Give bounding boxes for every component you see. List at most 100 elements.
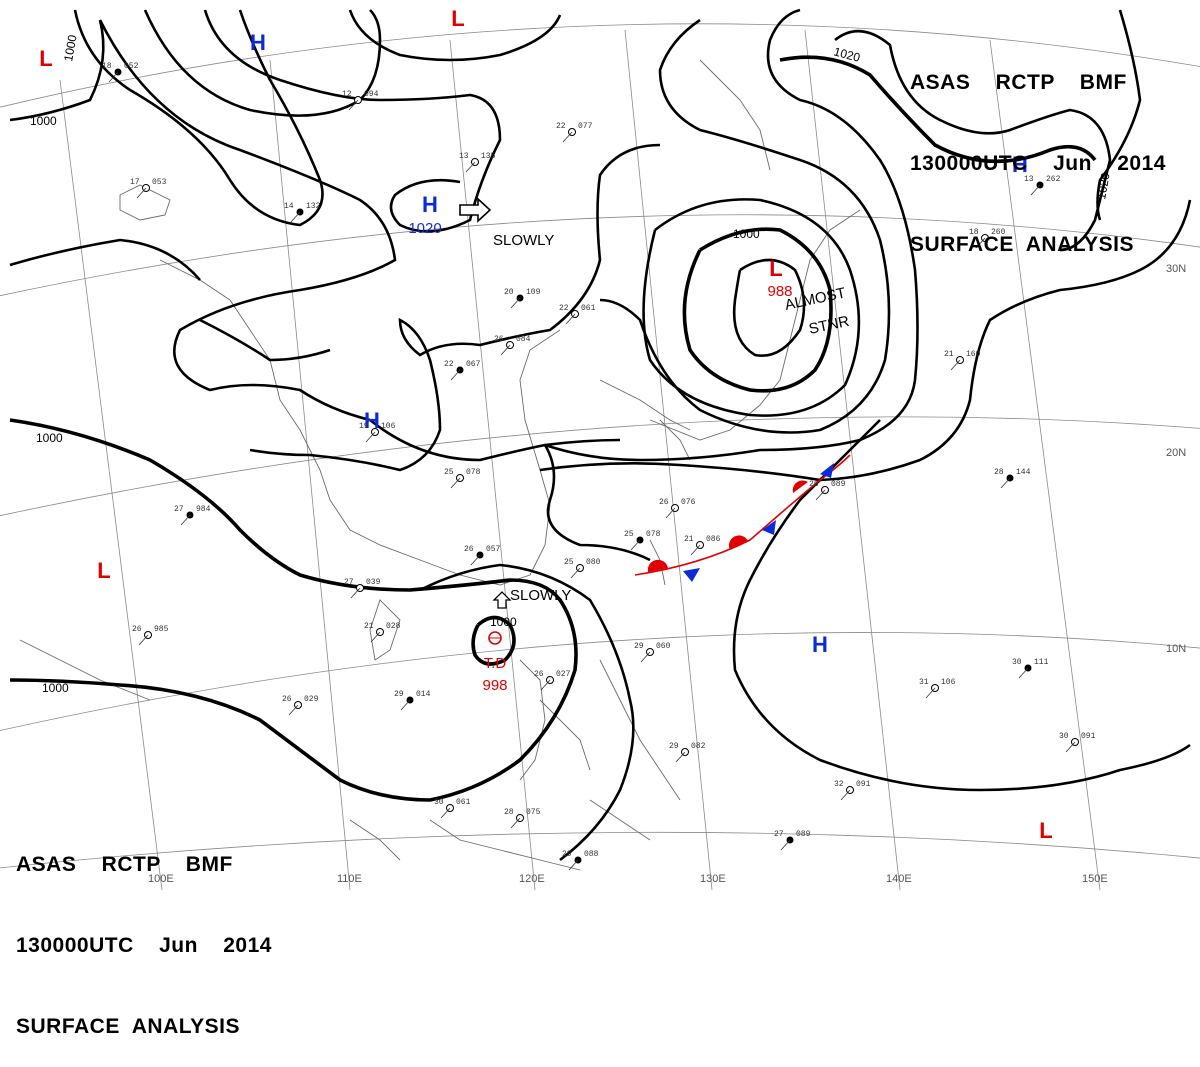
- station-pressure: 111: [1034, 658, 1049, 667]
- high-center-marker: H: [1012, 152, 1028, 177]
- high-center-marker: H: [364, 408, 380, 433]
- stationary-front: [634, 454, 851, 582]
- header-type-line: SURFACE ANALYSIS: [16, 1015, 240, 1038]
- station-pressure: 088: [584, 850, 599, 859]
- station-temp: 26: [464, 545, 474, 554]
- wind-barb-icon: [350, 587, 361, 599]
- header-time-line: 130000UTC Jun 2014: [910, 152, 1166, 175]
- wind-barb-icon: [450, 369, 461, 381]
- station-plot: 26 057: [464, 545, 501, 566]
- isobar-label: 1000: [61, 33, 79, 62]
- station-pressure: 029: [304, 695, 319, 704]
- isobar-label: 1000: [42, 681, 69, 695]
- wind-barb-icon: [365, 431, 376, 443]
- td-label: T.D: [484, 655, 507, 672]
- isobar: [599, 18, 891, 434]
- station-pressure: 061: [581, 304, 596, 313]
- station-pressure: 160: [966, 350, 981, 359]
- isobar-label: 1000: [30, 114, 57, 128]
- station-plot: 27 039: [344, 578, 381, 599]
- lat-label-30n: 30N: [1166, 263, 1186, 275]
- wind-barb-icon: [510, 817, 521, 829]
- isobar: [544, 8, 919, 462]
- station-pressure: 078: [466, 468, 481, 477]
- station-plot: 27 089: [774, 830, 811, 851]
- wind-barb-icon: [470, 554, 481, 566]
- wind-barb-icon: [815, 489, 826, 501]
- station-temp: 17: [130, 178, 140, 187]
- station-temp: 21: [364, 622, 374, 631]
- movement-arrow-icon: [492, 591, 512, 609]
- station-temp: 21: [684, 535, 694, 544]
- station-plot: 19 106: [359, 422, 396, 443]
- wind-barb-icon: [290, 211, 301, 223]
- wind-barb-icon: [675, 751, 686, 763]
- isobar: [543, 444, 651, 562]
- station-plot: 26 076: [659, 498, 696, 519]
- station-temp: 29: [669, 742, 679, 751]
- high-center-marker: H: [422, 192, 438, 217]
- weather-map: 100E 110E 120E 130E 140E 150E 30N 20N 10…: [0, 6, 1200, 891]
- isobar-label: 1020: [1094, 171, 1112, 200]
- station-temp: 29: [562, 850, 572, 859]
- station-temp: 14: [284, 202, 294, 211]
- lon-label-150e: 150E: [1082, 873, 1108, 885]
- station-plot: 26 985: [132, 625, 169, 646]
- station-temp: 25: [624, 530, 634, 539]
- isobar-label: 1020: [832, 44, 862, 65]
- isobar: [539, 199, 1192, 482]
- wind-barb-icon: [465, 161, 476, 173]
- station-temp: 21: [944, 350, 954, 359]
- header-bottom-left: ASAS RCTP BMF 130000UTC Jun 2014 SURFACE…: [16, 797, 272, 1067]
- wind-barb-icon: [450, 477, 461, 489]
- isobar: [9, 19, 105, 122]
- movement-note: ALMOST: [783, 284, 847, 313]
- wind-barb-icon: [180, 514, 191, 526]
- station-pressure: 053: [152, 178, 167, 187]
- station-plot: 18 052: [102, 62, 139, 83]
- station-temp: 30: [434, 798, 444, 807]
- station-temp: 27: [344, 578, 354, 587]
- station-plot: 30 061: [434, 798, 471, 819]
- station-pressure: 076: [681, 498, 696, 507]
- station-pressure: 061: [456, 798, 471, 807]
- station-temp: 13: [1024, 175, 1034, 184]
- isobars: [9, 8, 1192, 862]
- station-plot: 30 091: [1059, 732, 1096, 753]
- wind-barb-icon: [540, 679, 551, 691]
- station-pressure: 052: [124, 62, 139, 71]
- isobar: [143, 9, 382, 117]
- wind-barb-icon: [780, 839, 791, 851]
- station-plot: 14 132: [284, 202, 321, 223]
- station-temp: 18: [102, 62, 112, 71]
- station-plot: 21 086: [684, 535, 721, 556]
- station-temp: 30: [1059, 732, 1069, 741]
- wind-barb-icon: [840, 789, 851, 801]
- station-plot: 22 067: [444, 360, 481, 381]
- station-pressure: 077: [578, 122, 593, 131]
- wind-barb-icon: [562, 131, 573, 143]
- station-plot: 21 160: [944, 350, 981, 371]
- station-pressure: 144: [1016, 468, 1031, 477]
- wind-barb-icon: [568, 859, 579, 871]
- station-pressure: 985: [154, 625, 169, 634]
- isobar-998-td: [471, 615, 516, 666]
- station-plot: 26 089: [809, 480, 846, 501]
- isobar: [348, 9, 562, 62]
- low-center-marker: L: [97, 558, 110, 583]
- isobar: [249, 143, 661, 472]
- station-temp: 27: [774, 830, 784, 839]
- cold-front-marker: [820, 463, 834, 478]
- header-time-line: 130000UTC Jun 2014: [16, 934, 272, 957]
- movement-note: SLOWLY: [510, 587, 571, 604]
- station-plot: 26 084: [494, 335, 531, 356]
- station-temp: 31: [919, 678, 929, 687]
- station-plot: 30 111: [1012, 658, 1049, 679]
- wind-barb-icon: [1018, 667, 1029, 679]
- station-pressure: 039: [366, 578, 381, 587]
- wind-barb-icon: [565, 313, 576, 325]
- station-pressure: 094: [364, 90, 379, 99]
- td-value: 998: [482, 677, 507, 694]
- station-temp: 26: [282, 695, 292, 704]
- station-plots: 18 052 12 094 17 053 14 132 13 135 22 077 20 109 22 061…: [102, 62, 1096, 871]
